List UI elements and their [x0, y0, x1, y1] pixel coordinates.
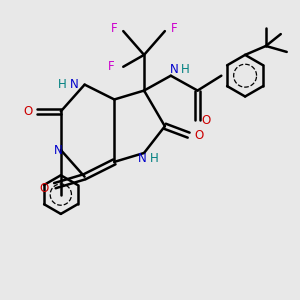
- Text: N: N: [70, 78, 79, 91]
- Text: O: O: [194, 129, 204, 142]
- Text: O: O: [40, 182, 49, 195]
- Text: F: F: [108, 60, 115, 73]
- Text: N: N: [138, 152, 147, 165]
- Text: F: F: [170, 22, 177, 34]
- Text: H: H: [150, 152, 159, 165]
- Text: H: H: [58, 78, 67, 91]
- Text: F: F: [111, 22, 118, 34]
- Text: N: N: [53, 143, 62, 157]
- Text: O: O: [202, 114, 211, 127]
- Text: N: N: [169, 63, 178, 76]
- Text: O: O: [23, 105, 33, 118]
- Text: H: H: [181, 63, 190, 76]
